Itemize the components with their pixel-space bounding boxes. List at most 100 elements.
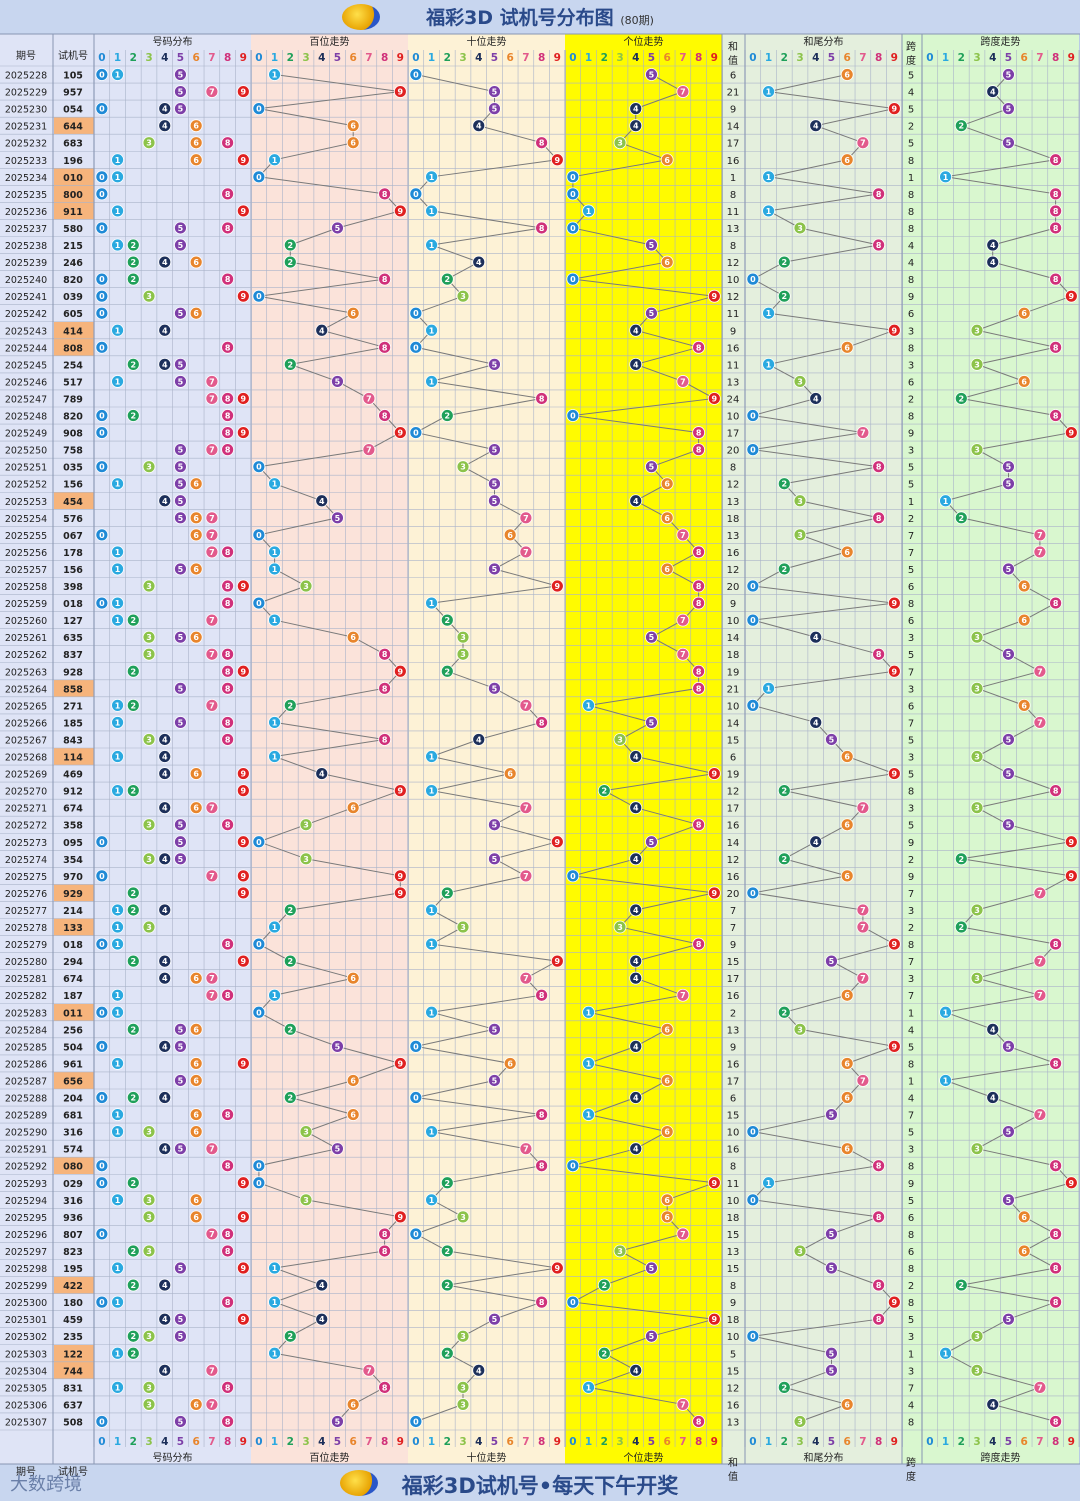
sum-cell: 14 (727, 718, 740, 729)
dist-ball (205, 85, 219, 98)
dist-ball-label: 9 (241, 156, 247, 165)
sum-tail-ball (872, 460, 886, 474)
hundreds-ball (315, 767, 329, 780)
period-cell: 2025265 (5, 701, 47, 712)
tens-ball (425, 238, 438, 252)
units-ball-label: 8 (696, 343, 702, 352)
digit-header-bottom: 4 (161, 1436, 168, 1448)
units-ball-label: 4 (633, 906, 639, 915)
hundreds-ball (393, 1210, 407, 1224)
period-cell: 2025291 (5, 1145, 47, 1156)
dist-ball (111, 1346, 124, 1360)
sum-tail-ball (887, 323, 901, 337)
hundreds-ball-label: 1 (272, 565, 278, 574)
dist-ball-label: 8 (225, 275, 231, 284)
tens-ball (425, 1193, 438, 1207)
period-cell: 2025257 (5, 565, 47, 576)
sum-tail-ball (793, 494, 807, 508)
tens-ball-label: 2 (445, 1281, 451, 1290)
dist-ball-label: 6 (193, 565, 199, 574)
span-ball (1049, 153, 1063, 167)
dist-ball-label: 2 (131, 1281, 137, 1290)
sum-cell: 18 (727, 650, 740, 661)
hundreds-ball (252, 596, 266, 610)
span-ball (1017, 1244, 1031, 1258)
number-cell: 858 (63, 684, 83, 695)
dist-ball (111, 1380, 124, 1394)
units-ball (629, 102, 643, 116)
sum-cell: 12 (727, 1383, 740, 1394)
hundreds-ball (393, 664, 407, 678)
units-ball-label: 2 (602, 1349, 608, 1358)
units-ball (566, 409, 580, 422)
tens-ball-label: 5 (492, 565, 498, 574)
hundreds-ball-label: 0 (256, 940, 262, 949)
dist-ball-label: 2 (131, 906, 137, 915)
period-header: 期号 (16, 50, 36, 62)
number-cell: 644 (63, 122, 83, 133)
number-cell: 831 (63, 1383, 83, 1394)
units-ball (566, 869, 580, 883)
period-cell: 2025243 (5, 326, 47, 337)
digit-header: 1 (765, 52, 772, 64)
number-cell: 178 (63, 548, 83, 559)
dist-ball (189, 630, 203, 644)
repeat-highlight (54, 185, 94, 203)
units-ball-label: 1 (586, 1008, 592, 1017)
dist-ball (221, 221, 235, 235)
dist-ball-label: 9 (241, 88, 247, 97)
span-ball (970, 443, 984, 457)
hundreds-ball (252, 1005, 266, 1019)
tens-ball (440, 664, 454, 678)
tens-ball-label: 4 (476, 735, 482, 744)
units-ball (692, 579, 706, 593)
dist-ball (189, 306, 203, 320)
sum-cell: 24 (727, 394, 740, 405)
title-bg (0, 0, 1080, 34)
span-ball-label: 5 (1006, 105, 1012, 114)
units-ball-label: 0 (570, 173, 576, 182)
digit-header-bottom: 0 (412, 1436, 419, 1448)
dist-ball (189, 1398, 203, 1411)
digit-header: 5 (828, 52, 835, 64)
span-cell: 6 (908, 1213, 914, 1224)
sum-tail-ball (856, 801, 870, 815)
sum-tail-ball (825, 733, 838, 746)
span-ball-label: 5 (1006, 650, 1012, 659)
period-cell: 2025268 (5, 753, 47, 764)
units-ball (629, 1363, 643, 1377)
digit-header: 3 (145, 52, 152, 64)
sum-tail-ball (809, 392, 823, 405)
tens-ball-label: 0 (413, 1417, 419, 1426)
dist-ball (111, 903, 124, 917)
sum-tail-ball (825, 1261, 838, 1275)
tens-ball (488, 494, 501, 508)
sum-tail-ball (762, 85, 775, 98)
hundreds-ball-label: 6 (350, 122, 356, 131)
span-cell: 1 (908, 1008, 914, 1019)
sum-cell: 13 (727, 1417, 740, 1428)
dist-ball (205, 375, 219, 388)
span-cell: 3 (908, 1145, 914, 1156)
tens-ball-label: 6 (507, 531, 513, 540)
number-cell: 843 (63, 735, 83, 746)
dist-ball-label: 6 (193, 139, 199, 148)
sum-tail-ball-label: 6 (844, 1094, 850, 1103)
dist-ball-label: 4 (162, 1042, 168, 1051)
digit-header-bottom: 8 (381, 1436, 388, 1448)
dist-ball (189, 562, 203, 576)
hundreds-ball-label: 5 (335, 377, 341, 386)
span-ball (970, 1142, 984, 1156)
span-header-2: 度 (906, 54, 916, 67)
dist-ball (95, 1039, 109, 1053)
units-ball-label: 5 (649, 1264, 655, 1273)
dist-ball (236, 579, 250, 593)
digit-header-bottom: 0 (569, 1436, 576, 1448)
dist-ball-label: 1 (115, 326, 121, 335)
hundreds-ball (283, 1329, 297, 1343)
period-cell: 2025230 (5, 105, 47, 116)
sum-tail-ball-label: 2 (782, 787, 788, 796)
hundreds-ball-label: 9 (398, 88, 404, 97)
dist-ball-label: 9 (241, 1315, 247, 1324)
dist-ball (236, 289, 250, 303)
